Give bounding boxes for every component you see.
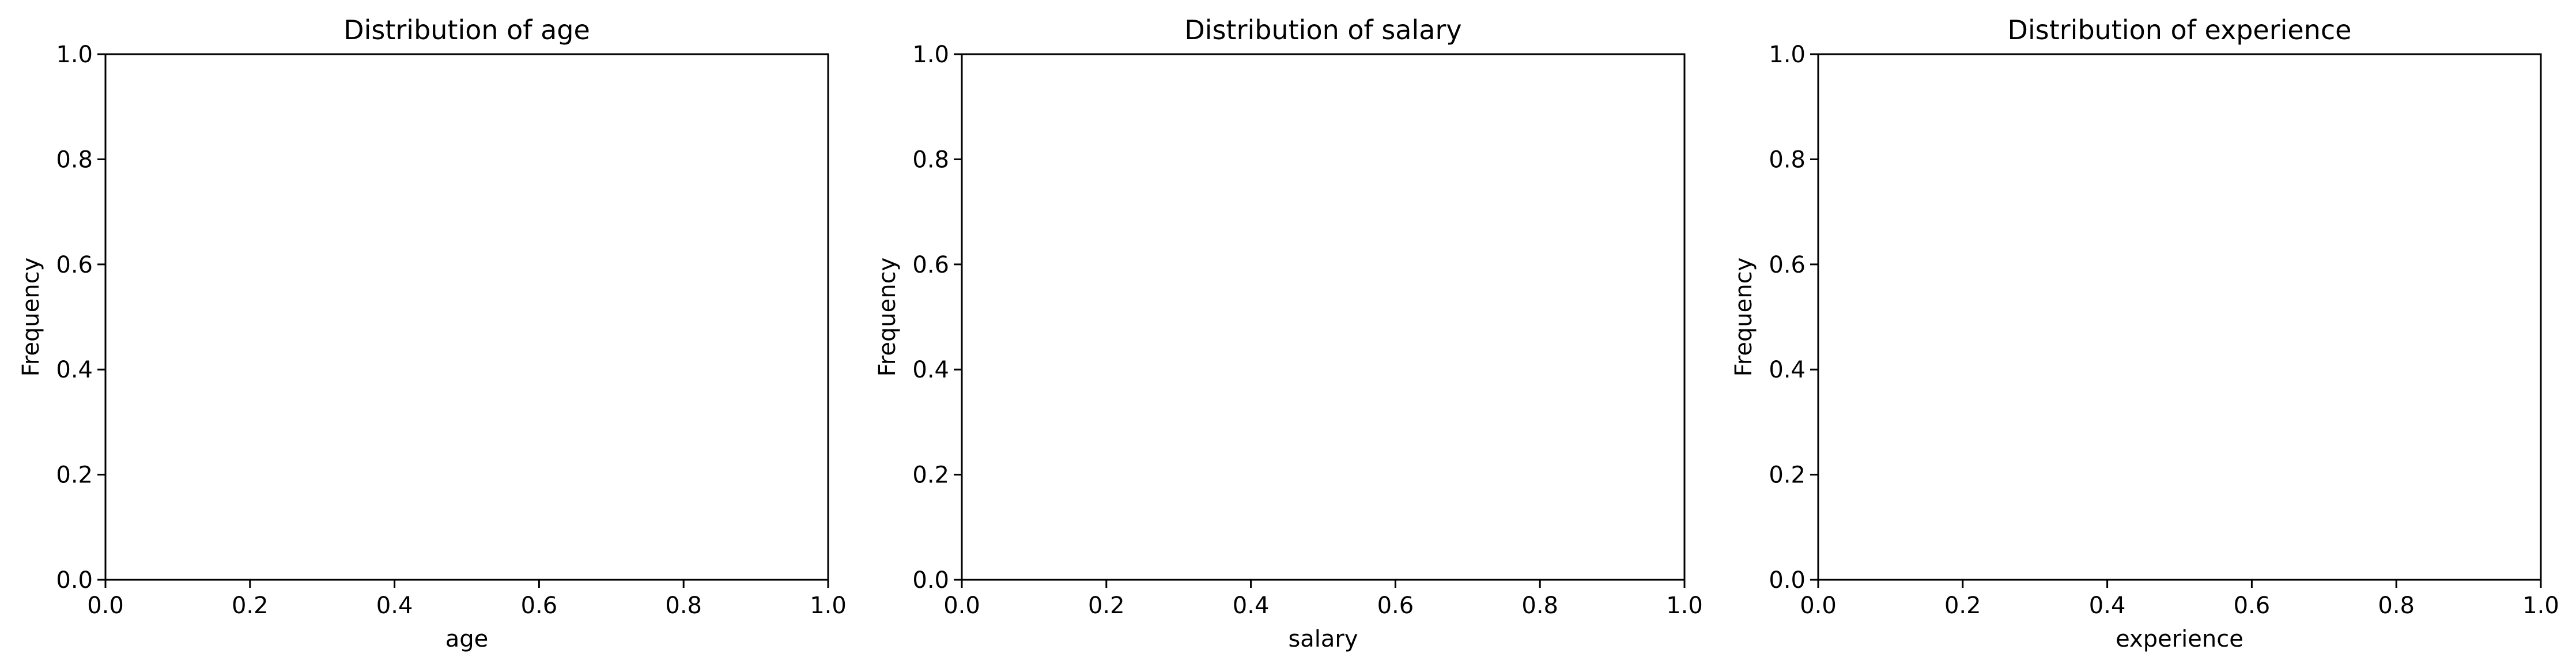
y-tick-label: 1.0 (56, 41, 93, 68)
y-axis-ticks: 0.0 0.2 0.4 0.6 0.8 1.0 (912, 41, 962, 594)
subplot-age: Distribution of age age Frequency 0.0 0.2… (18, 14, 847, 652)
chart-title: Distribution of age (343, 14, 590, 46)
y-axis-ticks: 0.0 0.2 0.4 0.6 0.8 1.0 (1769, 41, 1818, 594)
chart-title: Distribution of experience (2008, 14, 2352, 46)
plot-area-frame (1817, 53, 2542, 581)
x-axis-ticks: 0.0 0.2 0.4 0.6 0.8 1.0 (87, 580, 847, 619)
x-tick-label: 0.8 (1521, 592, 1558, 619)
x-tick-label: 0.4 (1233, 592, 1270, 619)
y-tick-label: 0.6 (912, 252, 949, 278)
y-tick-label: 0.0 (912, 567, 949, 594)
subplot-experience: Distribution of experience experience Fr… (1731, 14, 2559, 652)
x-tick-label: 0.2 (1088, 592, 1125, 619)
y-tick-label: 0.0 (1769, 567, 1806, 594)
y-axis-label: Frequency (1731, 258, 1757, 377)
y-tick-label: 0.8 (56, 146, 93, 173)
x-tick-label: 0.2 (1944, 592, 1981, 619)
x-tick-label: 1.0 (810, 592, 847, 619)
y-tick-label: 0.2 (912, 462, 949, 489)
x-tick-label: 0.0 (1800, 592, 1837, 619)
y-tick-label: 0.8 (912, 146, 949, 173)
x-axis-ticks: 0.0 0.2 0.4 0.6 0.8 1.0 (943, 580, 1703, 619)
plot-area-frame (961, 53, 1686, 581)
x-tick-label: 0.8 (2378, 592, 2415, 619)
y-axis-label: Frequency (874, 258, 901, 377)
y-tick-label: 0.4 (1769, 357, 1806, 383)
y-tick-label: 1.0 (912, 41, 949, 68)
x-tick-label: 0.0 (87, 592, 124, 619)
x-tick-label: 0.6 (1377, 592, 1414, 619)
x-tick-label: 0.6 (2234, 592, 2271, 619)
y-tick-label: 0.0 (56, 567, 93, 594)
x-tick-label: 0.4 (2089, 592, 2126, 619)
plot-area-frame (104, 53, 829, 581)
y-axis-ticks: 0.0 0.2 0.4 0.6 0.8 1.0 (56, 41, 105, 594)
y-tick-label: 0.4 (912, 357, 949, 383)
chart-title: Distribution of salary (1184, 14, 1461, 46)
y-tick-label: 0.2 (1769, 462, 1806, 489)
y-axis-label: Frequency (18, 258, 44, 377)
x-axis-label: experience (2116, 626, 2243, 652)
y-tick-label: 0.8 (1769, 146, 1806, 173)
x-tick-label: 0.0 (943, 592, 980, 619)
y-tick-label: 0.6 (1769, 252, 1806, 278)
x-tick-label: 0.4 (376, 592, 413, 619)
x-axis-ticks: 0.0 0.2 0.4 0.6 0.8 1.0 (1800, 580, 2559, 619)
subplot-salary: Distribution of salary salary Frequency … (874, 14, 1703, 652)
x-tick-label: 1.0 (1666, 592, 1703, 619)
x-axis-label: age (445, 626, 489, 652)
y-tick-label: 0.6 (56, 252, 93, 278)
x-tick-label: 1.0 (2522, 592, 2559, 619)
x-tick-label: 0.2 (232, 592, 269, 619)
x-tick-label: 0.6 (521, 592, 558, 619)
x-axis-label: salary (1288, 626, 1358, 652)
y-tick-label: 0.2 (56, 462, 93, 489)
y-tick-label: 1.0 (1769, 41, 1806, 68)
x-tick-label: 0.8 (665, 592, 702, 619)
y-tick-label: 0.4 (56, 357, 93, 383)
